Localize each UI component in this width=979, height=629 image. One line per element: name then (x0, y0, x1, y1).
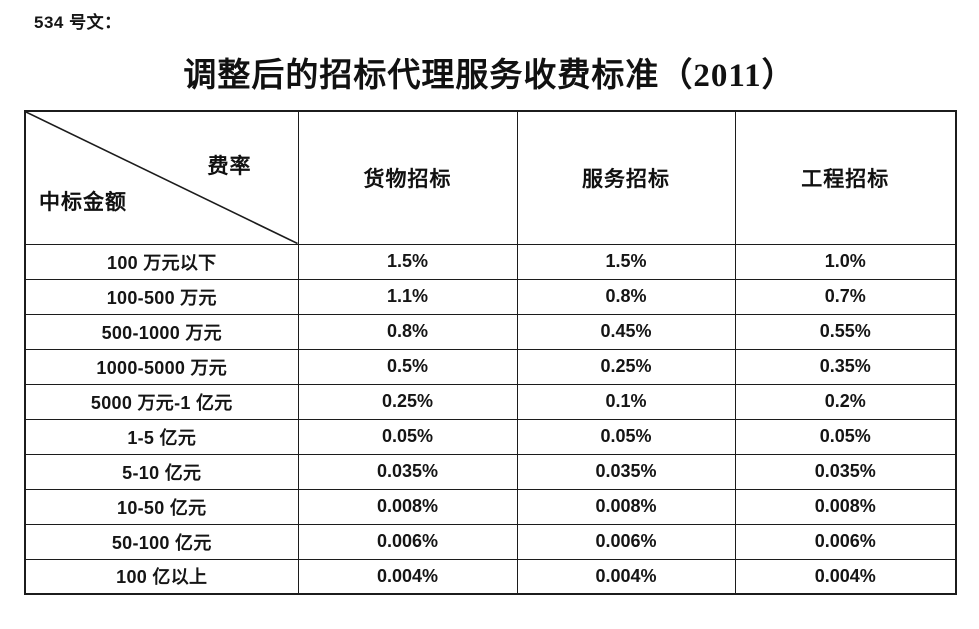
rate-works: 0.35% (734, 348, 957, 385)
rate-service: 0.05% (516, 418, 736, 455)
rate-service: 0.45% (516, 313, 736, 350)
diagonal-corner-cell: 费率 中标金额 (24, 110, 299, 245)
rate-service: 1.5% (516, 243, 736, 280)
table-row: 5000 万元-1 亿元 0.25% 0.1% 0.2% (24, 383, 957, 420)
corner-label-amount: 中标金额 (39, 189, 127, 214)
table-row: 1000-5000 万元 0.5% 0.25% 0.35% (24, 348, 957, 385)
amount-range: 10-50 亿元 (24, 488, 299, 525)
rate-works: 0.008% (734, 488, 957, 525)
table-row: 10-50 亿元 0.008% 0.008% 0.008% (24, 488, 957, 525)
amount-range: 50-100 亿元 (24, 523, 299, 560)
rate-goods: 0.006% (297, 523, 518, 560)
rate-goods: 0.035% (297, 453, 518, 490)
table-row: 1-5 亿元 0.05% 0.05% 0.05% (24, 418, 957, 455)
rate-works: 0.035% (734, 453, 957, 490)
rate-goods: 1.1% (297, 278, 518, 315)
rate-goods: 1.5% (297, 243, 518, 280)
amount-range: 100 万元以下 (24, 243, 299, 280)
rate-goods: 0.004% (297, 558, 518, 595)
rate-goods: 0.008% (297, 488, 518, 525)
page-title: 调整后的招标代理服务收费标准（2011） (183, 58, 796, 94)
rate-goods: 0.8% (297, 313, 518, 350)
rate-service: 0.006% (516, 523, 736, 560)
fee-standard-table: 费率 中标金额 货物招标 服务招标 工程招标 100 万元以下 1.5% 1.5… (24, 110, 957, 595)
rate-works: 0.004% (734, 558, 957, 595)
rate-service: 0.1% (516, 383, 736, 420)
rate-works: 1.0% (734, 243, 957, 280)
rate-service: 0.008% (516, 488, 736, 525)
rate-works: 0.7% (734, 278, 957, 315)
amount-range: 100-500 万元 (24, 278, 299, 315)
table-row: 500-1000 万元 0.8% 0.45% 0.55% (24, 313, 957, 350)
table-row: 100 亿以上 0.004% 0.004% 0.004% (24, 558, 957, 595)
diagonal-line (26, 112, 298, 244)
amount-range: 1000-5000 万元 (24, 348, 299, 385)
corner-label-rate: 费率 (207, 154, 252, 178)
amount-range: 5-10 亿元 (24, 453, 299, 490)
rate-works: 0.55% (734, 313, 957, 350)
rate-goods: 0.05% (297, 418, 518, 455)
rate-service: 0.25% (516, 348, 736, 385)
amount-range: 100 亿以上 (24, 558, 299, 595)
rate-service: 0.8% (516, 278, 736, 315)
doc-number-label: 534 号文： (34, 13, 122, 32)
rate-works: 0.2% (734, 383, 957, 420)
rate-goods: 0.5% (297, 348, 518, 385)
amount-range: 1-5 亿元 (24, 418, 299, 455)
rate-goods: 0.25% (297, 383, 518, 420)
column-header-goods: 货物招标 (297, 110, 518, 245)
table-row: 5-10 亿元 0.035% 0.035% 0.035% (24, 453, 957, 490)
column-header-works: 工程招标 (734, 110, 957, 245)
table-row: 50-100 亿元 0.006% 0.006% 0.006% (24, 523, 957, 560)
amount-range: 500-1000 万元 (24, 313, 299, 350)
table-row: 100-500 万元 1.1% 0.8% 0.7% (24, 278, 957, 315)
rate-service: 0.035% (516, 453, 736, 490)
rate-works: 0.006% (734, 523, 957, 560)
amount-range: 5000 万元-1 亿元 (24, 383, 299, 420)
rate-works: 0.05% (734, 418, 957, 455)
table-row: 100 万元以下 1.5% 1.5% 1.0% (24, 243, 957, 280)
column-header-service: 服务招标 (516, 110, 736, 245)
rate-service: 0.004% (516, 558, 736, 595)
table-header-row: 费率 中标金额 货物招标 服务招标 工程招标 (24, 110, 957, 245)
